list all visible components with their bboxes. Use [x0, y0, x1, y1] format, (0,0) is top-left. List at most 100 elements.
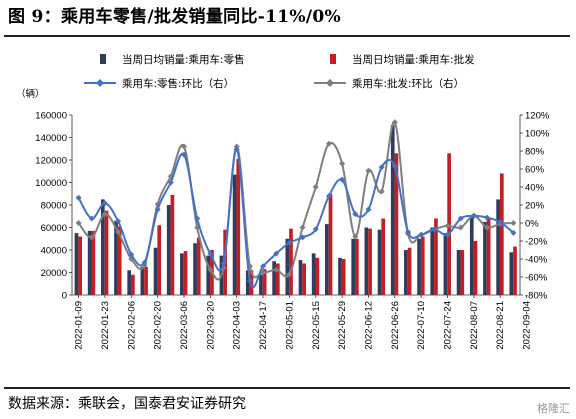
- left-unit-label: （辆）: [16, 88, 45, 100]
- retail-bar: [87, 230, 92, 295]
- retail-bar: [443, 233, 448, 295]
- retail-point: [325, 193, 332, 199]
- legend-swatch: [330, 54, 336, 64]
- retail-bar: [469, 216, 474, 295]
- retail-point: [378, 164, 385, 171]
- retail-bar: [298, 260, 303, 295]
- wholesale-point: [365, 167, 372, 174]
- retail-bar: [272, 261, 276, 295]
- footer-rule: [4, 387, 570, 389]
- retail-point: [154, 206, 161, 213]
- x-tick-label: 2022-09-04: [522, 301, 533, 350]
- wholesale-point: [299, 224, 306, 231]
- y-right-tick-label: -20%: [525, 237, 548, 248]
- retail-point: [431, 226, 438, 233]
- y-left-tick-label: 20000: [41, 268, 67, 279]
- x-tick-label: 2022-05-15: [311, 301, 322, 350]
- x-tick-label: 2022-06-26: [390, 301, 401, 350]
- retail-bar: [153, 247, 158, 295]
- retail-bar: [364, 227, 369, 295]
- wholesale-point: [484, 224, 491, 231]
- wholesale-bar: [368, 228, 372, 295]
- retail-bar: [509, 252, 514, 295]
- retail-bar: [74, 233, 79, 295]
- retail-point: [418, 231, 425, 238]
- y-left-tick-label: 80000: [41, 201, 67, 212]
- legend-label: 当周日均销量:乘用车:批发: [352, 53, 475, 66]
- retail-point: [181, 151, 187, 158]
- legend-label: 当周日均销量:乘用车:零售: [122, 53, 245, 66]
- wholesale-point: [286, 271, 293, 278]
- wholesale-point: [88, 234, 95, 241]
- legend-marker: [326, 79, 334, 87]
- x-tick-label: 2022-07-24: [443, 301, 454, 350]
- retail-point: [233, 146, 240, 153]
- wholesale-bar: [473, 241, 478, 295]
- y-left-tick-label: 120000: [35, 156, 67, 167]
- y-right-tick-label: 100%: [525, 129, 550, 140]
- wholesale-point: [181, 143, 187, 150]
- retail-point: [141, 259, 148, 266]
- wholesale-bar: [394, 153, 399, 295]
- retail-point: [444, 231, 451, 238]
- wholesale-point: [339, 160, 346, 167]
- retail-point: [128, 251, 135, 258]
- y-left-tick-label: 40000: [41, 246, 67, 257]
- wholesale-bar: [275, 263, 280, 295]
- x-tick-label: 2022-01-09: [74, 301, 85, 350]
- wholesale-point: [75, 220, 82, 226]
- wholesale-point: [457, 224, 464, 231]
- retail-point: [115, 218, 122, 225]
- wholesale-bar: [236, 158, 241, 295]
- retail-bar: [430, 227, 435, 295]
- wholesale-bar: [341, 259, 346, 295]
- lines-group: [75, 119, 517, 289]
- retail-bar: [351, 238, 356, 295]
- y-right-tick-label: 0%: [525, 219, 539, 230]
- retail-bar: [311, 253, 316, 295]
- chart-area: （辆） 当周日均销量:乘用车:零售 当周日均销量:乘用车:批发乘用车:零售:环比（…: [16, 53, 550, 350]
- retail-point: [260, 263, 267, 270]
- retail-point: [220, 260, 227, 267]
- x-tick-label: 2022-02-20: [153, 301, 164, 350]
- legend-marker: [96, 79, 104, 87]
- wholesale-bar: [157, 225, 162, 295]
- wholesale-bar: [460, 250, 465, 295]
- retail-bar: [232, 174, 237, 295]
- retail-point: [273, 250, 280, 257]
- retail-bar: [483, 221, 487, 295]
- wholesale-bar: [78, 236, 83, 295]
- y-left-tick-label: 140000: [35, 133, 67, 144]
- y-left-tick-label: 60000: [41, 223, 67, 234]
- retail-bar: [377, 229, 382, 295]
- y-right-tick-label: 120%: [525, 111, 550, 122]
- retail-point: [167, 179, 174, 186]
- wholesale-bar: [91, 230, 96, 295]
- retail-point: [299, 234, 306, 241]
- retail-bar: [100, 199, 105, 295]
- retail-point: [194, 215, 201, 222]
- wholesale-point: [378, 188, 385, 195]
- x-tick-label: 2022-08-21: [495, 301, 506, 350]
- y-right-tick-label: 80%: [525, 147, 545, 158]
- retail-point: [405, 229, 411, 235]
- retail-point: [365, 206, 372, 213]
- y-right-tick-label: 20%: [525, 201, 545, 212]
- retail-point: [497, 219, 504, 226]
- retail-point: [246, 277, 253, 284]
- y-right-tick-label: -40%: [525, 255, 548, 266]
- wholesale-bar: [499, 173, 504, 295]
- wholesale-bar: [262, 269, 267, 295]
- retail-point: [312, 226, 319, 233]
- wholesale-bar: [381, 218, 386, 295]
- retail-point: [88, 215, 95, 222]
- wholesale-point: [444, 222, 451, 229]
- retail-point: [391, 163, 398, 170]
- retail-bar: [245, 270, 250, 295]
- x-tick-label: 2022-07-10: [416, 301, 427, 350]
- retail-bar: [259, 274, 263, 295]
- watermark: 格隆汇: [537, 402, 570, 415]
- retail-point: [352, 211, 359, 217]
- wholesale-point: [312, 184, 319, 190]
